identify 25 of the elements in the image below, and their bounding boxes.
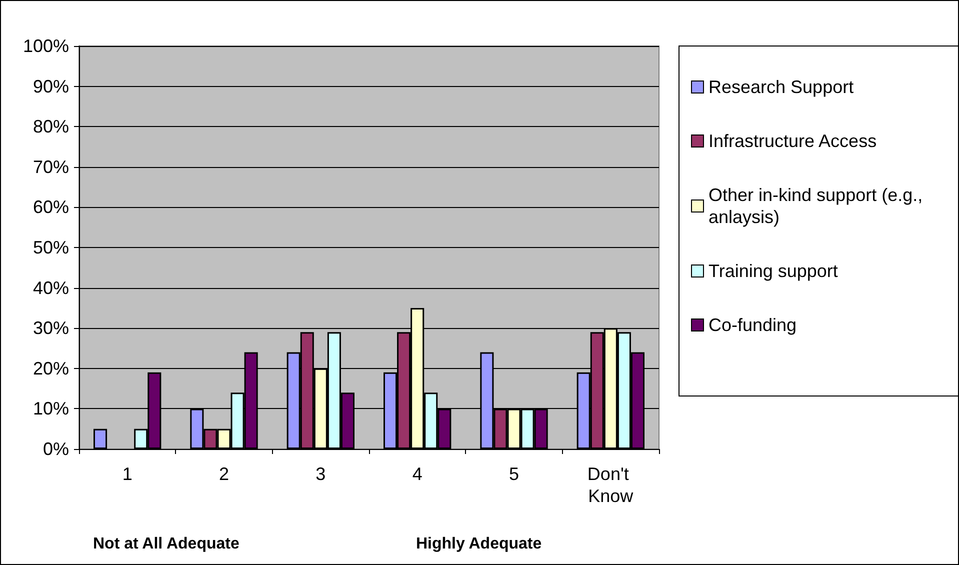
legend-label: Co-funding	[708, 315, 797, 335]
y-tick-label: 0%	[42, 439, 69, 459]
x-tick-label: 4	[412, 464, 422, 484]
legend-label: Other in-kind support (e.g., anlaysis)	[708, 185, 928, 227]
y-tick-label: 60%	[32, 197, 69, 218]
y-tick-label: 20%	[32, 358, 69, 378]
text: Highly Adequate	[416, 536, 542, 552]
y-tick-label: 80%	[32, 116, 69, 137]
x-tick-label: 3	[316, 464, 326, 484]
text: Not at All Adequate	[93, 536, 240, 552]
y-tick-label: 100%	[22, 36, 69, 56]
x-tick-label: 2	[218, 464, 230, 484]
legend-label: Training support	[708, 261, 838, 281]
legend-label: Infrastructure Access	[708, 131, 877, 151]
x-tick-label: 1	[122, 464, 132, 484]
y-tick-label: 90%	[32, 76, 69, 96]
x-tick-label: Don't Know	[587, 464, 634, 506]
y-tick-label: 40%	[32, 278, 69, 298]
y-tick-label: 70%	[32, 156, 69, 177]
y-tick-label: 10%	[32, 398, 69, 419]
y-tick-label: 30%	[32, 318, 69, 338]
legend-label: Research Support	[708, 77, 854, 97]
bar	[94, 428, 108, 449]
x-tick-label: 5	[508, 464, 520, 484]
y-tick-label: 50%	[32, 238, 69, 258]
